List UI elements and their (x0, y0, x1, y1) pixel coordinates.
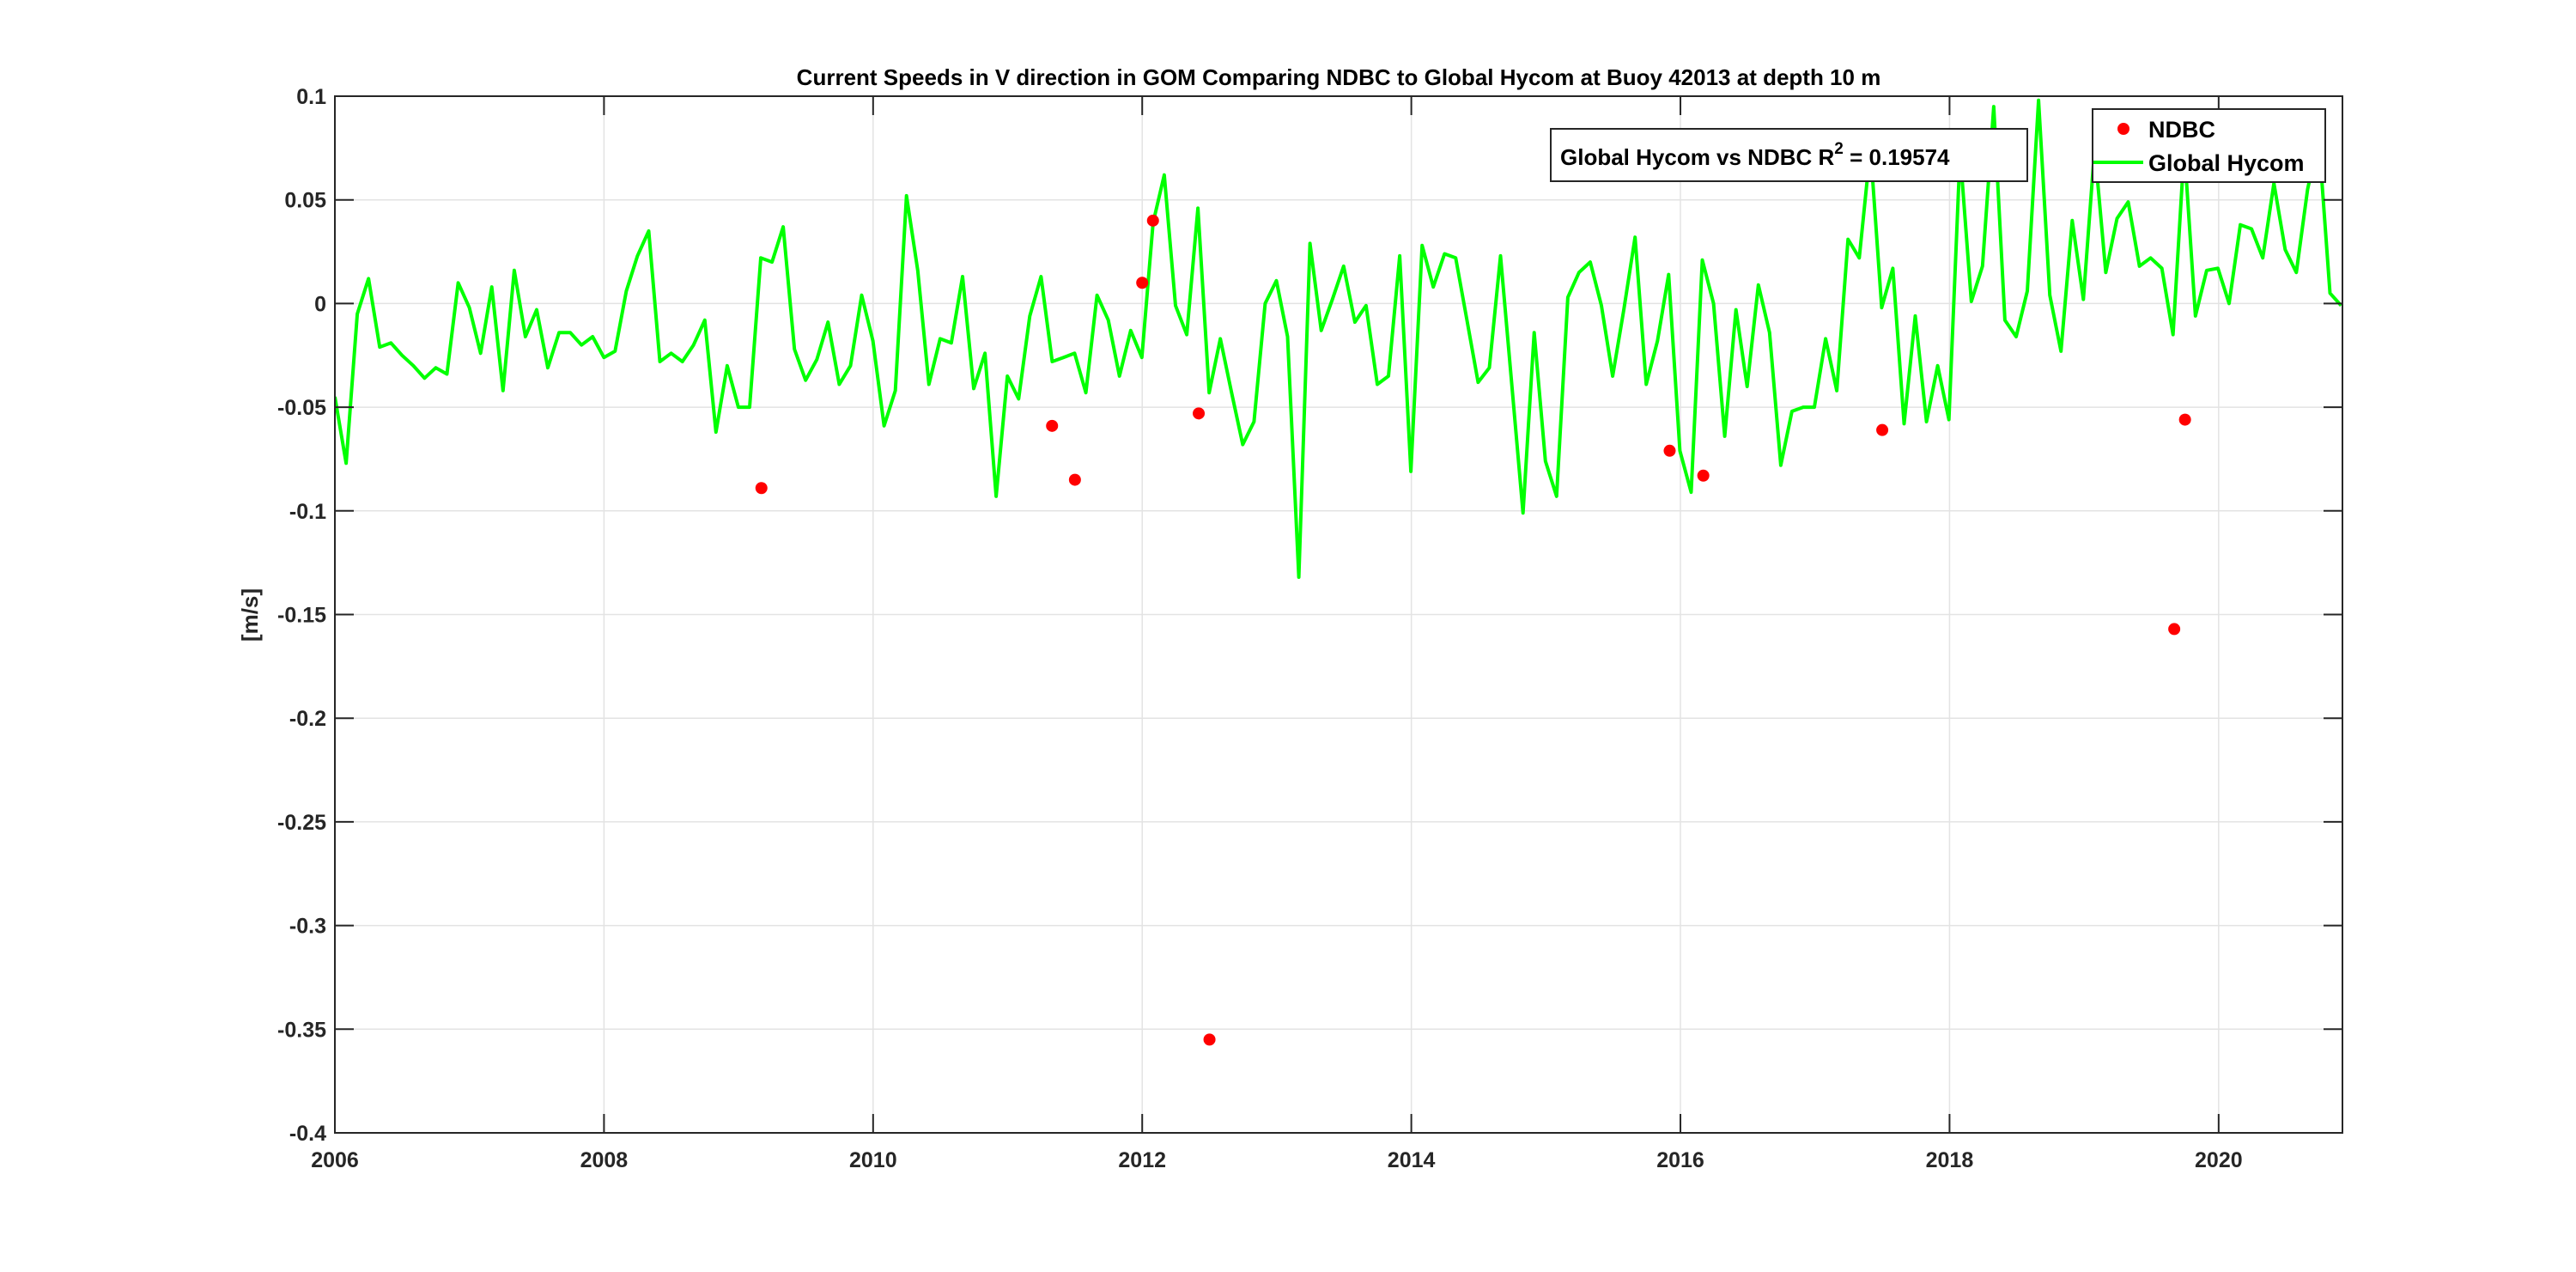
y-axis-label: [m/s] (237, 588, 263, 642)
x-tick-label: 2018 (1926, 1148, 1974, 1172)
annotation-text: Global Hycom vs NDBC R2 = 0.19574 (1560, 140, 1950, 170)
y-tick-label: -0.1 (289, 500, 326, 524)
x-tick-labels: 2006 2008 2010 2012 2014 2016 2018 2020 (311, 1148, 2242, 1172)
ndbc-point (1876, 423, 1889, 436)
ndbc-point (1193, 407, 1206, 420)
y-tick-label: -0.05 (277, 396, 326, 420)
y-tick-label: -0.15 (277, 604, 326, 628)
annotation-text-main: Global Hycom vs NDBC R (1560, 144, 1835, 170)
legend-ndbc-marker (2117, 123, 2129, 135)
ndbc-point (2178, 413, 2191, 426)
y-tick-label: -0.3 (289, 915, 326, 939)
ndbc-point (1046, 419, 1059, 432)
y-tick-label: 0 (314, 292, 326, 316)
x-tick-label: 2020 (2195, 1148, 2243, 1172)
ndbc-point (755, 482, 768, 495)
annotation-superscript: 2 (1834, 140, 1844, 158)
ndbc-point (2168, 623, 2181, 636)
series-layer (335, 98, 2342, 1046)
global-hycom-line (335, 98, 2342, 579)
ndbc-point (1663, 444, 1676, 457)
ndbc-point (1146, 214, 1159, 227)
y-tick-label: -0.25 (277, 811, 326, 835)
legend-ndbc-label: NDBC (2148, 117, 2215, 143)
ndbc-point (1068, 473, 1081, 486)
y-tick-label: -0.4 (289, 1122, 326, 1146)
ticks (334, 95, 2342, 1134)
x-tick-label: 2010 (849, 1148, 897, 1172)
y-tick-label: -0.35 (277, 1018, 326, 1042)
y-tick-label: 0.1 (296, 85, 326, 109)
x-tick-label: 2014 (1388, 1148, 1436, 1172)
chart-title: Current Speeds in V direction in GOM Com… (797, 64, 1881, 90)
legend-box (2092, 108, 2326, 183)
y-tick-label: 0.05 (284, 189, 326, 213)
legend: NDBC Global Hycom (2092, 108, 2326, 183)
x-tick-label: 2006 (311, 1148, 359, 1172)
x-tick-label: 2008 (580, 1148, 629, 1172)
annotation-box (1550, 128, 2028, 182)
y-tick-label: -0.2 (289, 707, 326, 731)
annotation-text-tail: = 0.19574 (1844, 144, 1950, 170)
ndbc-point (1203, 1033, 1216, 1046)
y-tick-labels: -0.4 -0.35 -0.3 -0.25 -0.2 -0.15 -0.1 -0.05 0 0.0… (277, 85, 326, 1146)
ndbc-point (1697, 469, 1710, 482)
x-tick-label: 2016 (1656, 1148, 1704, 1172)
legend-hycom-label: Global Hycom (2148, 150, 2305, 176)
ndbc-point (1136, 277, 1149, 289)
x-tick-label: 2012 (1118, 1148, 1166, 1172)
r-squared-annotation: Global Hycom vs NDBC R2 = 0.19574 (1550, 128, 2028, 182)
